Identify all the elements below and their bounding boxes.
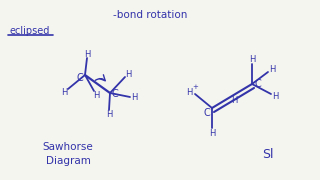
Text: H: H xyxy=(186,87,192,96)
Text: H: H xyxy=(131,93,137,102)
Text: +: + xyxy=(192,84,198,90)
Text: C: C xyxy=(112,89,118,99)
Text: H: H xyxy=(84,50,90,59)
Text: H: H xyxy=(269,64,275,73)
Text: H: H xyxy=(61,87,67,96)
Text: C: C xyxy=(255,79,261,89)
Text: H: H xyxy=(125,69,131,78)
Text: H: H xyxy=(249,55,255,64)
Text: eclipsed: eclipsed xyxy=(10,26,50,36)
Text: Sawhorse
Diagram: Sawhorse Diagram xyxy=(43,142,93,166)
Text: H: H xyxy=(231,96,237,105)
Text: H: H xyxy=(272,91,278,100)
Text: -bond rotation: -bond rotation xyxy=(113,10,187,20)
Text: C: C xyxy=(76,73,84,83)
Text: C: C xyxy=(204,108,210,118)
Text: H: H xyxy=(209,129,215,138)
Text: H: H xyxy=(93,91,99,100)
Text: H: H xyxy=(106,109,112,118)
Text: Sl: Sl xyxy=(262,148,274,161)
